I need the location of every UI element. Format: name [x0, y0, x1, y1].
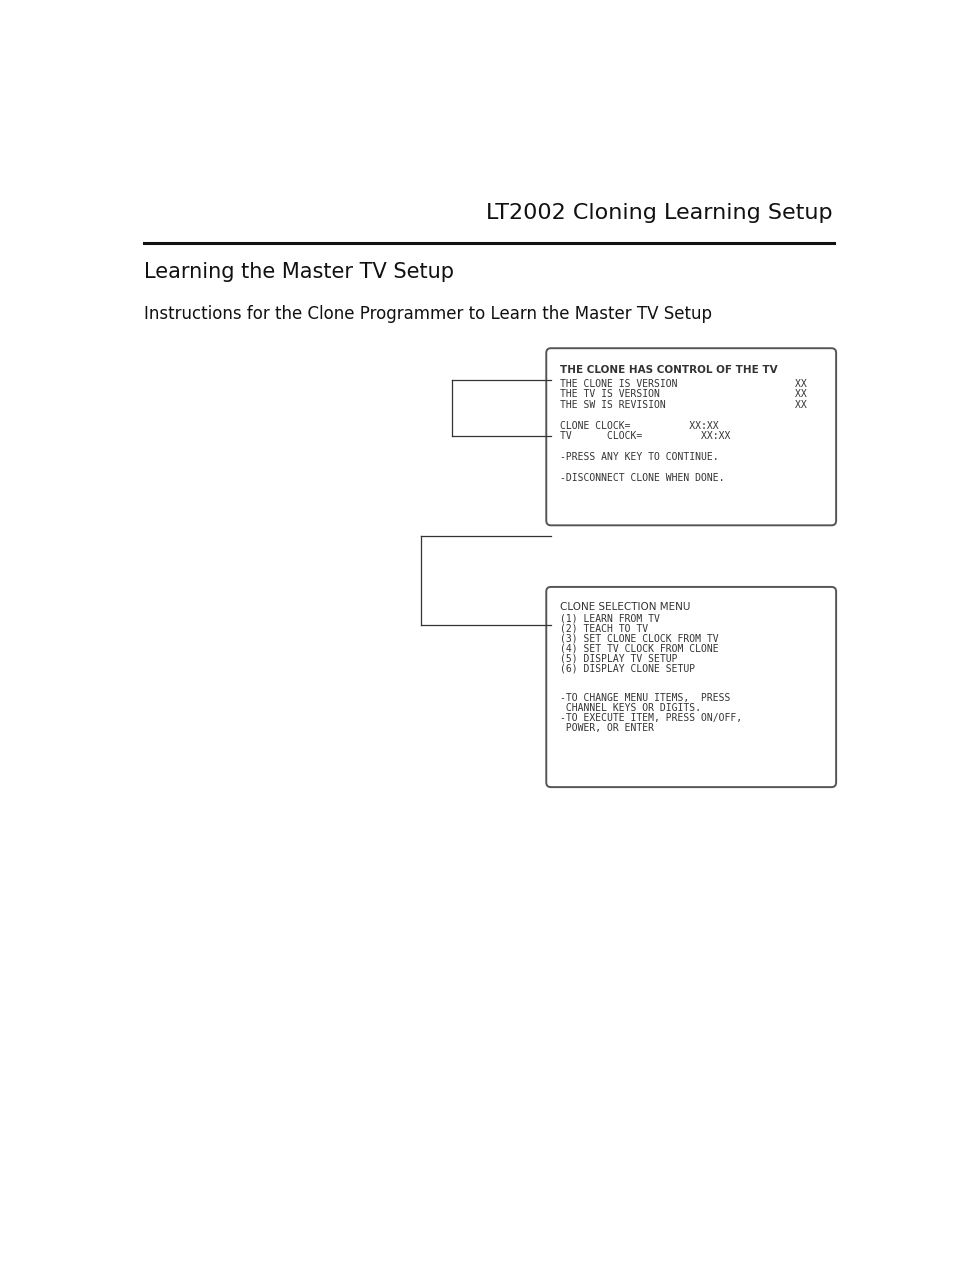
Text: POWER, OR ENTER: POWER, OR ENTER	[559, 724, 654, 733]
Text: THE CLONE HAS CONTROL OF THE TV: THE CLONE HAS CONTROL OF THE TV	[559, 365, 777, 375]
Text: CLONE SELECTION MENU: CLONE SELECTION MENU	[559, 602, 690, 612]
Text: Instructions for the Clone Programmer to Learn the Master TV Setup: Instructions for the Clone Programmer to…	[144, 305, 711, 323]
Text: (1) LEARN FROM TV: (1) LEARN FROM TV	[559, 613, 659, 623]
Text: CHANNEL KEYS OR DIGITS.: CHANNEL KEYS OR DIGITS.	[559, 703, 700, 714]
Text: (6) DISPLAY CLONE SETUP: (6) DISPLAY CLONE SETUP	[559, 663, 695, 673]
Text: THE TV IS VERSION                       XX: THE TV IS VERSION XX	[559, 389, 806, 399]
Text: THE CLONE IS VERSION                    XX: THE CLONE IS VERSION XX	[559, 379, 806, 389]
Text: (2) TEACH TO TV: (2) TEACH TO TV	[559, 623, 648, 633]
Text: -TO EXECUTE ITEM, PRESS ON/OFF,: -TO EXECUTE ITEM, PRESS ON/OFF,	[559, 714, 741, 724]
FancyBboxPatch shape	[546, 349, 835, 525]
Text: (4) SET TV CLOCK FROM CLONE: (4) SET TV CLOCK FROM CLONE	[559, 644, 719, 653]
Text: (5) DISPLAY TV SETUP: (5) DISPLAY TV SETUP	[559, 653, 677, 663]
FancyBboxPatch shape	[546, 586, 835, 787]
Text: -PRESS ANY KEY TO CONTINUE.: -PRESS ANY KEY TO CONTINUE.	[559, 452, 719, 462]
Text: THE SW IS REVISION                      XX: THE SW IS REVISION XX	[559, 399, 806, 410]
Text: Learning the Master TV Setup: Learning the Master TV Setup	[144, 262, 454, 282]
Text: -DISCONNECT CLONE WHEN DONE.: -DISCONNECT CLONE WHEN DONE.	[559, 473, 724, 482]
Text: CLONE CLOCK=          XX:XX: CLONE CLOCK= XX:XX	[559, 421, 719, 431]
Text: -TO CHANGE MENU ITEMS,  PRESS: -TO CHANGE MENU ITEMS, PRESS	[559, 693, 730, 703]
Text: LT2002 Cloning Learning Setup: LT2002 Cloning Learning Setup	[485, 202, 831, 223]
Text: TV      CLOCK=          XX:XX: TV CLOCK= XX:XX	[559, 431, 730, 441]
Text: (3) SET CLONE CLOCK FROM TV: (3) SET CLONE CLOCK FROM TV	[559, 633, 719, 644]
